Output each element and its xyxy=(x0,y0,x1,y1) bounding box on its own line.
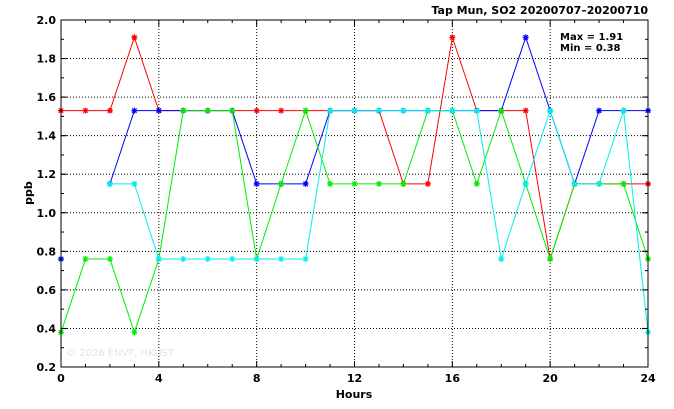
data-point xyxy=(229,107,236,114)
y-axis-label: ppb xyxy=(22,181,35,205)
chart-title: Tap Mun, SO2 20200707–20200710 xyxy=(431,4,648,17)
x-tick-label: 12 xyxy=(347,372,362,385)
data-point xyxy=(302,107,309,114)
watermark: © 2026 ENVF, HKUST xyxy=(66,348,175,359)
data-point xyxy=(327,180,334,187)
data-point xyxy=(375,107,382,114)
data-point xyxy=(547,256,554,263)
series-line xyxy=(61,35,648,260)
data-point xyxy=(180,107,187,114)
data-point xyxy=(155,256,162,263)
data-point xyxy=(131,107,138,114)
data-point xyxy=(253,256,260,263)
data-point xyxy=(351,107,358,114)
data-point xyxy=(204,256,211,263)
data-point xyxy=(302,256,309,263)
data-point xyxy=(82,107,89,114)
data-point xyxy=(522,180,529,187)
y-tick-label: 0.2 xyxy=(37,361,57,374)
data-point xyxy=(571,180,578,187)
y-tick-label: 1.0 xyxy=(37,207,57,220)
y-tick-label: 0.6 xyxy=(37,284,57,297)
max-annotation: Max = 1.91 xyxy=(560,32,623,43)
y-tick-label: 1.4 xyxy=(37,130,57,143)
series-4 xyxy=(106,107,651,336)
y-tick-label: 0.4 xyxy=(37,322,57,335)
data-point xyxy=(400,107,407,114)
data-point xyxy=(547,107,554,114)
data-point xyxy=(351,180,358,187)
x-tick-label: 24 xyxy=(640,372,656,385)
x-tick-label: 20 xyxy=(543,372,559,385)
data-point xyxy=(253,180,260,187)
data-point xyxy=(278,256,285,263)
data-point xyxy=(131,180,138,187)
data-point xyxy=(473,107,480,114)
data-point xyxy=(449,34,456,41)
data-point xyxy=(596,180,603,187)
x-axis-label: Hours xyxy=(336,388,373,401)
data-point xyxy=(424,107,431,114)
x-tick-label: 4 xyxy=(155,372,163,385)
x-tick-label: 16 xyxy=(445,372,461,385)
data-point xyxy=(106,107,113,114)
x-tick-label: 8 xyxy=(253,372,261,385)
data-point xyxy=(400,180,407,187)
data-point xyxy=(522,107,529,114)
series-line xyxy=(109,109,649,333)
data-point xyxy=(620,180,627,187)
data-point xyxy=(498,107,505,114)
series-group xyxy=(58,34,651,336)
data-point xyxy=(522,34,529,41)
axis-ticks: 0 4 8 12 16 20 24 0.2 0.4 0.6 0.8 1.0 1.2 1.4 1.6 1.8 2.… xyxy=(37,14,656,385)
y-tick-label: 1.2 xyxy=(37,168,57,181)
data-point xyxy=(498,256,505,263)
data-point xyxy=(327,107,334,114)
data-point xyxy=(302,180,309,187)
min-annotation: Min = 0.38 xyxy=(560,43,621,54)
y-tick-label: 2.0 xyxy=(37,14,57,27)
data-point xyxy=(596,107,603,114)
data-point xyxy=(180,256,187,263)
data-point xyxy=(155,107,162,114)
data-point xyxy=(449,107,456,114)
data-point xyxy=(375,180,382,187)
gridlines xyxy=(61,20,648,367)
data-point xyxy=(82,256,89,263)
data-point xyxy=(131,34,138,41)
data-point xyxy=(131,329,138,336)
y-tick-label: 1.6 xyxy=(37,91,57,104)
data-point xyxy=(473,180,480,187)
y-tick-label: 0.8 xyxy=(37,245,57,258)
data-point xyxy=(106,180,113,187)
y-tick-label: 1.8 xyxy=(37,53,57,66)
data-point xyxy=(278,180,285,187)
x-tick-label: 0 xyxy=(57,372,65,385)
data-point xyxy=(204,107,211,114)
data-point xyxy=(424,180,431,187)
data-point xyxy=(620,107,627,114)
data-point xyxy=(106,256,113,263)
data-point xyxy=(253,107,260,114)
data-point xyxy=(278,107,285,114)
data-point xyxy=(229,256,236,263)
